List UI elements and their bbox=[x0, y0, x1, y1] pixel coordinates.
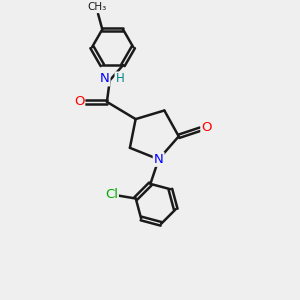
Text: N: N bbox=[100, 72, 110, 86]
Text: O: O bbox=[74, 95, 84, 108]
Text: N: N bbox=[154, 153, 164, 166]
Text: O: O bbox=[201, 121, 212, 134]
Text: H: H bbox=[116, 72, 124, 86]
Text: Cl: Cl bbox=[105, 188, 118, 201]
Text: CH₃: CH₃ bbox=[87, 2, 106, 12]
